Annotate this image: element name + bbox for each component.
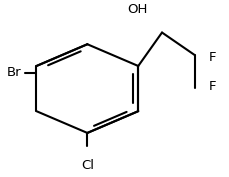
Text: Cl: Cl <box>81 159 94 172</box>
Text: Br: Br <box>7 66 22 79</box>
Text: F: F <box>208 51 216 64</box>
Text: OH: OH <box>127 3 147 16</box>
Text: F: F <box>208 80 216 93</box>
